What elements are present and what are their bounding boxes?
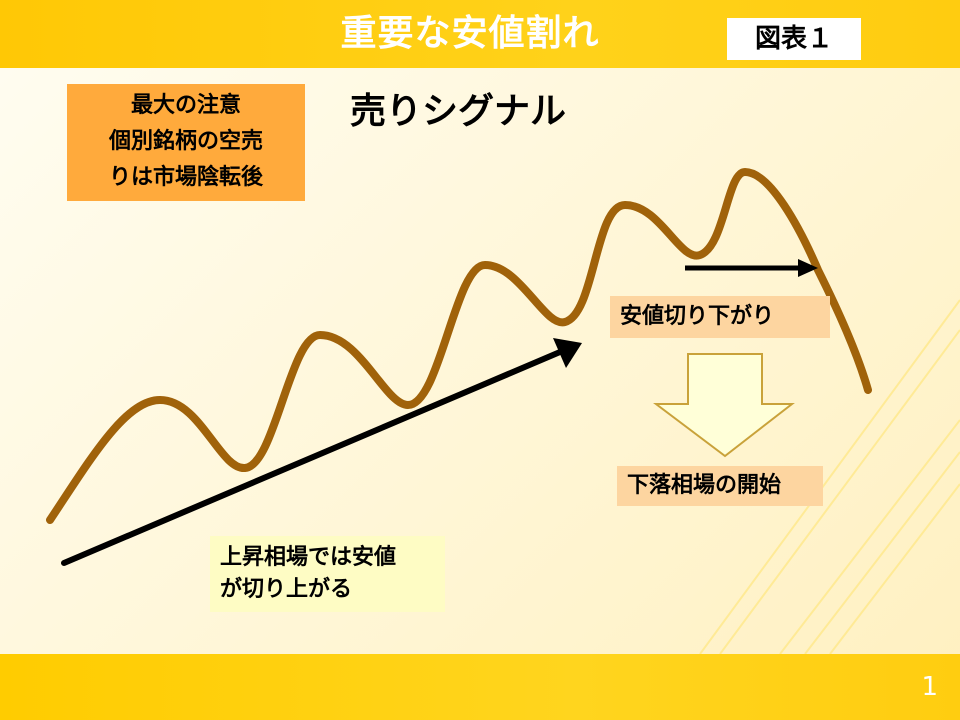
support-break-callout: 安値切り下がり [610, 296, 830, 338]
slide-title: 重要な安値割れ [340, 13, 600, 54]
market-decline-callout: 下落相場の開始 [617, 466, 823, 506]
down-arrow-icon [653, 353, 795, 458]
uptrend-arrow [61, 349, 563, 566]
uptrend-arrowhead [553, 338, 582, 368]
support-arrowhead [798, 259, 818, 277]
uptrend-callout: 上昇相場では安値 が切り上がる [210, 536, 445, 612]
price-wave-line [46, 168, 872, 524]
signal-title: 売りシグナル [350, 91, 567, 132]
uptrend-callout-line: 上昇相場では安値 [220, 545, 397, 570]
note-line: 最大の注意 [130, 93, 241, 118]
figure-label: 図表１ [727, 18, 861, 60]
footer-band [0, 654, 960, 720]
decorative-stripes [699, 299, 960, 655]
page-number: 1 [921, 672, 938, 702]
note-line: りは市場陰転後 [108, 165, 263, 190]
note-line: 個別銘柄の空売 [108, 129, 263, 154]
uptrend-callout-line: が切り上がる [220, 577, 353, 602]
note-box: 最大の注意 個別銘柄の空売 りは市場陰転後 [67, 84, 305, 201]
